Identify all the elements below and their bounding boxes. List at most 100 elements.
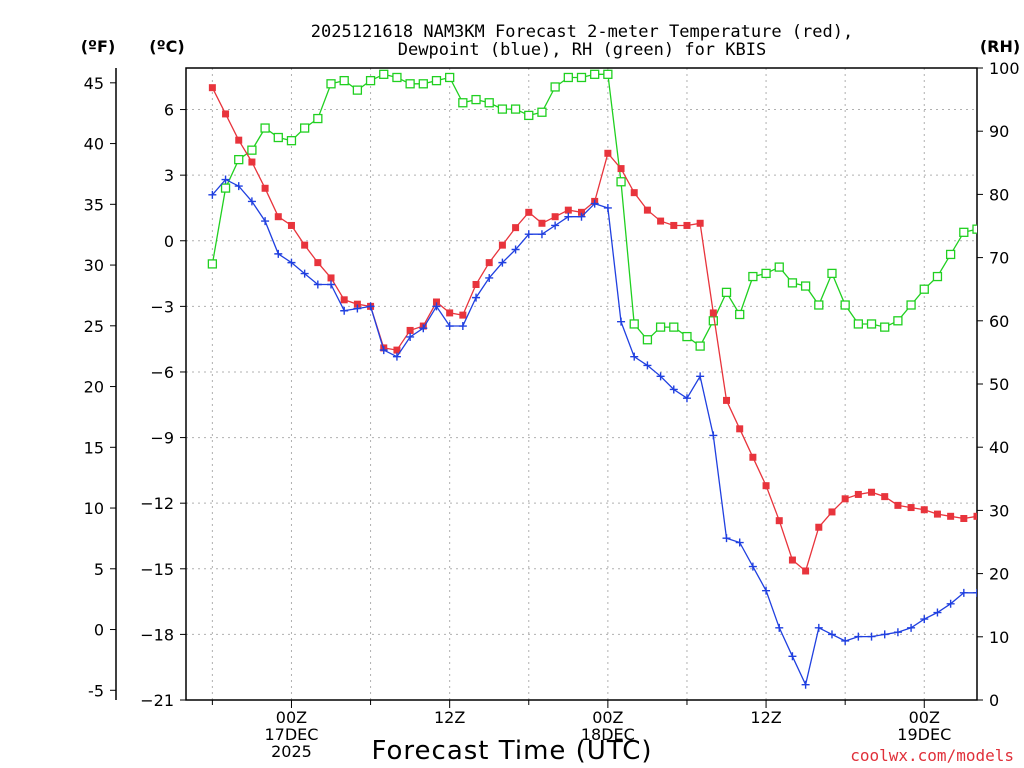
temperature-point (749, 453, 757, 461)
fahrenheit-tick-label: 45 (84, 74, 104, 93)
fahrenheit-axis: 45 40 35 30 25 20 15 10 5 0 -5 (84, 74, 116, 700)
rh-tick-label: 60 (989, 312, 1009, 331)
fahrenheit-tick-label: 15 (84, 438, 104, 457)
temperature-point (973, 512, 977, 520)
temperature-point (868, 488, 876, 496)
dewpoint-point (472, 293, 481, 302)
data-series (207, 69, 977, 689)
rh-point (497, 104, 508, 114)
rh-point (352, 85, 363, 95)
time-tick-label: 17DEC (264, 725, 318, 744)
rh-point (471, 94, 481, 105)
rh-tick-label: 50 (989, 375, 1009, 394)
dewpoint-point (907, 623, 916, 632)
rh-point (313, 113, 323, 124)
rh-point (379, 69, 389, 79)
dewpoint-point (827, 630, 836, 639)
rh-point (708, 316, 718, 326)
temperature-point (406, 326, 414, 334)
dewpoint-point (709, 431, 718, 440)
rh-point (405, 79, 415, 89)
rh-tick-label: 90 (989, 122, 1009, 141)
rh-tick-label: 10 (989, 628, 1009, 647)
rh-tick-label: 40 (989, 438, 1009, 457)
temperature-point (723, 396, 731, 404)
temperature-point (512, 224, 520, 232)
plot-frame (185, 67, 978, 701)
temperature-point (248, 158, 256, 166)
grid-lines (186, 68, 977, 700)
temperature-point (683, 221, 691, 229)
temperature-point (287, 221, 295, 229)
dewpoint-point (498, 258, 507, 267)
temperature-point (459, 311, 467, 319)
temperature-point (960, 514, 968, 522)
dewpoint-point (603, 203, 612, 212)
dewpoint-point (880, 630, 889, 639)
dewpoint-point (458, 322, 467, 331)
temperature-point (947, 512, 955, 520)
dewpoint-point (564, 212, 573, 221)
dewpoint-point (656, 372, 665, 381)
dewpoint-point (669, 385, 678, 394)
rh-point (748, 271, 758, 282)
dewpoint-point (353, 304, 362, 313)
rh-point (655, 322, 666, 332)
rh-point (932, 271, 943, 282)
dewpoint-point (762, 586, 771, 595)
temperature-line (211, 87, 977, 573)
temperature-point (841, 495, 849, 503)
temperature-point (696, 219, 704, 227)
temperature-point (353, 300, 361, 308)
rh-point (959, 227, 969, 237)
dewpoint-point (366, 302, 375, 311)
rh-point (735, 309, 745, 320)
rh-point (220, 183, 231, 193)
dewpoint-point (946, 599, 955, 608)
dewpoint-point (920, 615, 929, 624)
dewpoint-point (379, 346, 388, 355)
temperature-point (472, 280, 480, 288)
dewpoint-point (485, 273, 494, 282)
celsius-axis: 6 3 0 −3 −6 −9 −12 −15 −18 −21 (140, 101, 186, 710)
rh-point (893, 316, 903, 326)
temperature-point (709, 309, 717, 317)
rh-point (840, 300, 850, 310)
dewpoint-point (682, 394, 691, 403)
dewpoint-point (617, 317, 626, 326)
dewpoint-point (234, 182, 243, 191)
dewpoint-point (854, 632, 863, 641)
fahrenheit-tick-label: 5 (94, 560, 104, 579)
temperature-point (907, 504, 915, 512)
celsius-tick-label: 0 (164, 232, 174, 251)
dewpoint-point (722, 534, 731, 543)
dewpoint-point (814, 623, 823, 632)
rh-point (418, 79, 428, 89)
rh-point (234, 154, 244, 165)
dewpoint-point (327, 280, 336, 289)
rh-point (800, 281, 811, 291)
rh-point (273, 132, 283, 143)
fahrenheit-tick-label: 25 (84, 317, 104, 336)
chart-title-line-2: Dewpoint (blue), RH (green) for KBIS (398, 40, 766, 60)
temperature-point (788, 556, 796, 564)
time-tick-label: 00Z (909, 708, 940, 727)
dewpoint-point (274, 249, 283, 258)
celsius-tick-label: −3 (150, 297, 174, 316)
temperature-point (736, 425, 744, 433)
dewpoint-point (406, 332, 415, 341)
temperature-point (432, 298, 440, 306)
rh-point (207, 259, 218, 269)
time-tick-label: 18DEC (581, 725, 635, 744)
dewpoint-point (775, 623, 784, 632)
fahrenheit-axis-label: (ºF) (81, 37, 116, 56)
time-tick-label: 2025 (271, 742, 312, 761)
celsius-tick-label: −6 (150, 363, 174, 382)
celsius-tick-label: −18 (140, 625, 174, 644)
dewpoint-point (208, 190, 217, 199)
temperature-point (657, 217, 665, 225)
temperature-point (578, 208, 585, 216)
